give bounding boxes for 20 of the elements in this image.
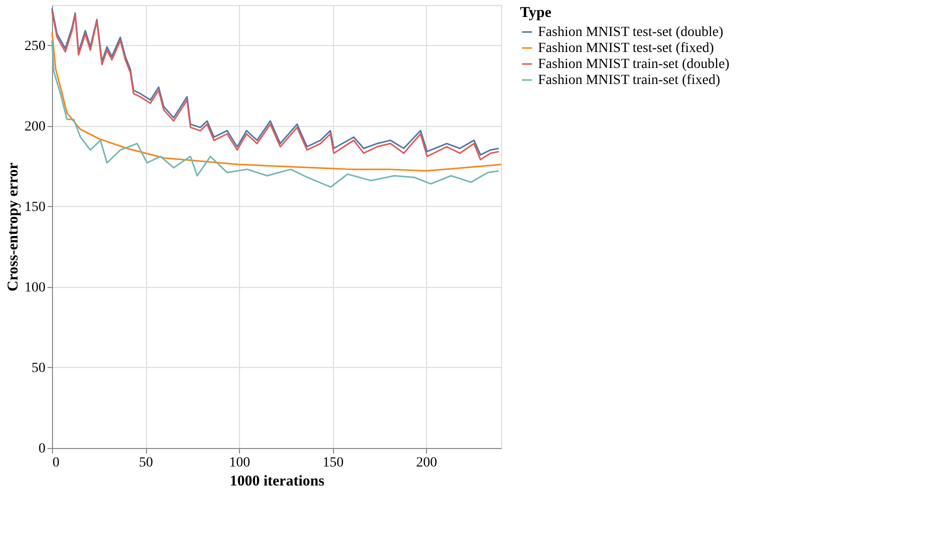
legend-label: Fashion MNIST test-set (double) [538,25,724,40]
line-series [51,32,502,172]
y-tick-label: 150 [24,200,46,215]
legend-label: Fashion MNIST test-set (fixed) [538,41,714,56]
y-tick-label: 100 [24,280,46,296]
y-tick-label: 250 [24,38,46,54]
x-tick-label: 150 [322,456,344,470]
y-tick-label: 0 [38,442,46,456]
x-tick-label: 0 [52,456,60,470]
line-series [51,40,500,188]
legend-title: Type [520,5,552,21]
legend-label: Fashion MNIST train-set (double) [538,57,730,72]
y-tick-label: 200 [24,119,46,134]
y-axis-title: Cross-entropy error [6,162,22,292]
x-tick-label: 100 [229,456,250,470]
x-tick-label: 50 [139,456,154,470]
legend-label: Fashion MNIST train-set (fixed) [538,73,720,88]
x-tick-label: 200 [416,456,438,470]
x-axis-title: 1000 iterations [230,474,324,490]
y-tick-label: 50 [32,360,46,376]
